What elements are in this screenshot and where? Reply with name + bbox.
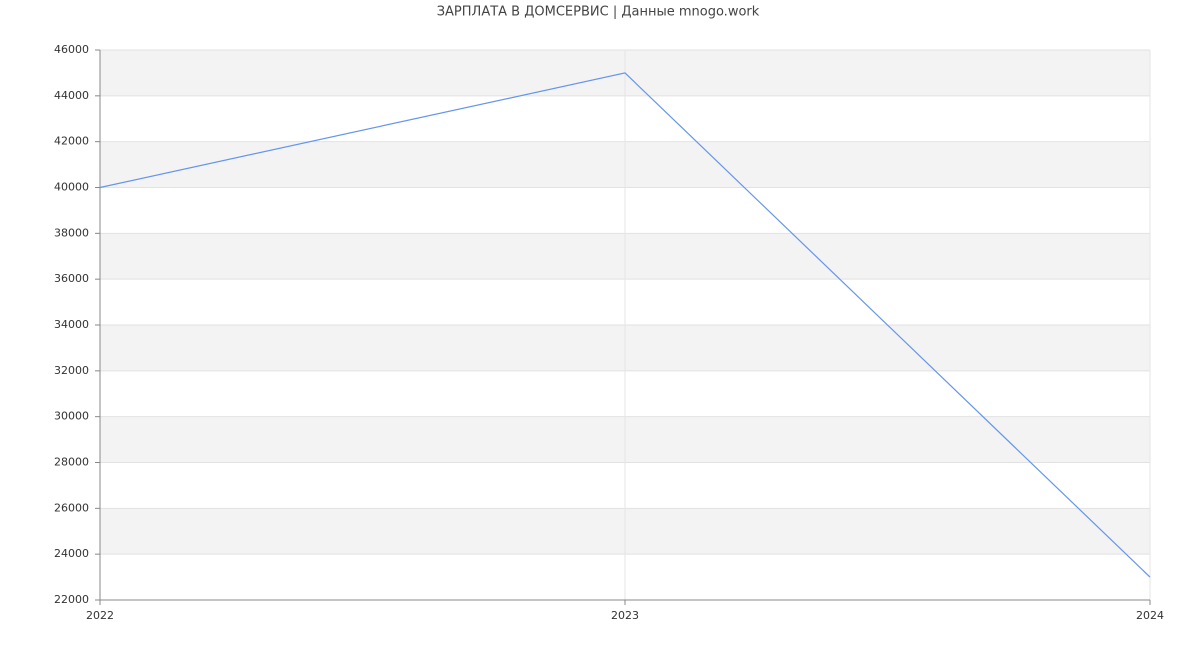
y-tick-label: 46000	[54, 43, 89, 56]
y-tick-label: 34000	[54, 318, 89, 331]
y-tick-label: 44000	[54, 89, 89, 102]
y-tick-label: 38000	[54, 226, 89, 239]
chart-title: ЗАРПЛАТА В ДОМСЕРВИС | Данные mnogo.work	[437, 5, 760, 20]
y-tick-label: 42000	[54, 135, 89, 148]
y-tick-label: 36000	[54, 272, 89, 285]
y-tick-label: 32000	[54, 364, 89, 377]
line-series	[99, 72, 1151, 578]
x-tick-label: 2023	[611, 609, 639, 622]
y-tick-label: 30000	[54, 410, 89, 423]
x-tick-label: 2022	[86, 609, 114, 622]
x-tick-label: 2024	[1136, 609, 1164, 622]
y-tick-label: 24000	[54, 547, 89, 560]
y-tick-label: 40000	[54, 181, 89, 194]
y-tick-label: 26000	[54, 501, 89, 514]
y-tick-label: 22000	[54, 593, 89, 606]
y-tick-label: 28000	[54, 456, 89, 469]
